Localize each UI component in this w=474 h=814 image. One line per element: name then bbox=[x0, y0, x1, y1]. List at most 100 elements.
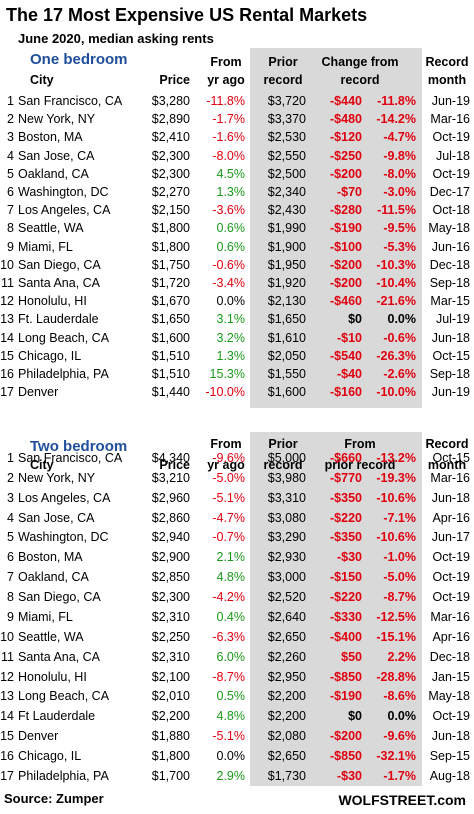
table-cell: New York, NY bbox=[18, 470, 96, 485]
table-cell: Apr-16 bbox=[432, 629, 470, 644]
table-cell: 6 bbox=[7, 185, 14, 199]
table-cell: -$160 bbox=[330, 385, 362, 400]
table-cell: $2,640 bbox=[267, 609, 306, 624]
table-cell: $1,750 bbox=[151, 257, 190, 272]
table-cell: 15 bbox=[0, 348, 14, 363]
table-cell: Washington, DC bbox=[18, 185, 109, 199]
table-cell: -3.6% bbox=[212, 203, 245, 218]
table-cell: 1 bbox=[7, 94, 14, 108]
table-cell: 3 bbox=[7, 130, 14, 145]
table-cell: -$330 bbox=[330, 609, 362, 624]
table-cell: 5 bbox=[7, 530, 14, 545]
table-cell: $1,650 bbox=[151, 312, 190, 327]
column-header: Prior bbox=[268, 55, 298, 69]
table-cell: -$150 bbox=[330, 570, 362, 585]
table-cell: Oct-15 bbox=[432, 451, 470, 465]
table-cell: May-18 bbox=[428, 689, 470, 704]
table-cell: -3.0% bbox=[383, 185, 416, 199]
table-cell: 10 bbox=[0, 629, 14, 644]
table-cell: -11.5% bbox=[377, 203, 416, 218]
table-cell: $1,550 bbox=[267, 367, 306, 381]
column-header: Price bbox=[159, 73, 190, 87]
table-cell: -$10 bbox=[336, 330, 362, 345]
table-cell: $1,600 bbox=[267, 385, 306, 400]
table-cell: Aug-18 bbox=[429, 768, 470, 783]
table-cell: $3,720 bbox=[267, 94, 306, 108]
table-cell: 16 bbox=[0, 367, 14, 381]
table-cell: 0.0% bbox=[387, 709, 417, 724]
table-cell: 0.6% bbox=[216, 221, 246, 236]
table-cell: -2.6% bbox=[383, 367, 416, 381]
table-cell: -$200 bbox=[330, 257, 362, 272]
table-cell: $1,950 bbox=[267, 257, 306, 272]
table-cell: -$190 bbox=[330, 689, 362, 704]
table-cell: $1,880 bbox=[151, 729, 190, 744]
table-cell: $1,510 bbox=[151, 348, 190, 363]
table-cell: $1,670 bbox=[151, 294, 190, 309]
section-label: Two bedroom bbox=[30, 438, 128, 455]
table-cell: -$200 bbox=[330, 166, 362, 181]
table-cell: Sep-18 bbox=[429, 367, 470, 381]
table-cell: -4.7% bbox=[212, 510, 245, 525]
table-cell: 3 bbox=[7, 490, 14, 505]
column-header: record bbox=[263, 73, 303, 87]
column-header: record bbox=[340, 73, 380, 87]
table-cell: Oct-19 bbox=[432, 166, 470, 181]
table-cell: -9.6% bbox=[212, 451, 245, 465]
table-cell: $2,500 bbox=[267, 166, 306, 181]
table-cell: $2,310 bbox=[151, 609, 190, 624]
table-cell: -$190 bbox=[330, 221, 362, 236]
table-cell: -4.7% bbox=[383, 130, 416, 145]
table-cell: Jun-16 bbox=[431, 239, 470, 254]
table-cell: Jun-19 bbox=[431, 94, 470, 108]
table-cell: -0.7% bbox=[212, 530, 245, 545]
table-cell: Oct-19 bbox=[432, 590, 470, 605]
table-cell: 0.5% bbox=[216, 689, 246, 704]
table-cell: 2 bbox=[7, 470, 14, 485]
table-cell: Apr-16 bbox=[432, 510, 470, 525]
column-header: month bbox=[427, 73, 467, 87]
table-cell: -$770 bbox=[330, 470, 362, 485]
table-cell: Oct-15 bbox=[432, 348, 470, 363]
column-header: yr ago bbox=[207, 458, 245, 472]
column-header: City bbox=[30, 458, 54, 472]
column-header: record bbox=[263, 458, 303, 472]
table-cell: $1,800 bbox=[151, 239, 190, 254]
table-cell: -5.0% bbox=[383, 570, 416, 585]
table-cell: -$850 bbox=[330, 669, 362, 684]
table-cell: 12 bbox=[0, 294, 14, 309]
table-cell: Philadelphia, PA bbox=[18, 367, 109, 381]
table-cell: $1,440 bbox=[151, 385, 190, 400]
table-cell: -$280 bbox=[330, 203, 362, 218]
table-cell: -9.6% bbox=[383, 729, 416, 744]
table-cell: Jun-18 bbox=[431, 330, 470, 345]
table-cell: $2,410 bbox=[151, 130, 190, 145]
table-cell: -$660 bbox=[330, 451, 362, 465]
table-cell: 5 bbox=[7, 166, 14, 181]
table-cell: 0.0% bbox=[216, 749, 246, 764]
table-cell: -10.6% bbox=[376, 530, 416, 545]
table-cell: Honolulu, HI bbox=[18, 669, 87, 684]
table-cell: Oakland, CA bbox=[18, 166, 89, 181]
table-cell: 13 bbox=[0, 312, 14, 327]
table-cell: -1.6% bbox=[212, 130, 245, 145]
table-cell: Sep-15 bbox=[429, 749, 470, 764]
table-cell: $2,260 bbox=[267, 649, 306, 664]
table-cell: 1 bbox=[7, 451, 14, 465]
table-cell: -$350 bbox=[330, 530, 362, 545]
table-cell: Miami, FL bbox=[18, 239, 73, 254]
table-cell: Oct-19 bbox=[432, 550, 470, 565]
table-cell: Honolulu, HI bbox=[18, 294, 87, 309]
table-cell: Dec-18 bbox=[429, 257, 470, 272]
shaded-columns bbox=[250, 48, 422, 408]
table-cell: 14 bbox=[0, 330, 14, 345]
table-cell: $2,340 bbox=[267, 185, 306, 199]
table-cell: New York, NY bbox=[18, 112, 96, 127]
table-cell: $2,130 bbox=[267, 294, 306, 309]
table-cell: -8.0% bbox=[212, 148, 245, 163]
table-cell: $2,860 bbox=[151, 510, 190, 525]
table-cell: $2,270 bbox=[151, 185, 190, 199]
table-cell: -8.7% bbox=[212, 669, 245, 684]
column-header: From bbox=[210, 55, 242, 69]
table-cell: 1.3% bbox=[216, 348, 246, 363]
